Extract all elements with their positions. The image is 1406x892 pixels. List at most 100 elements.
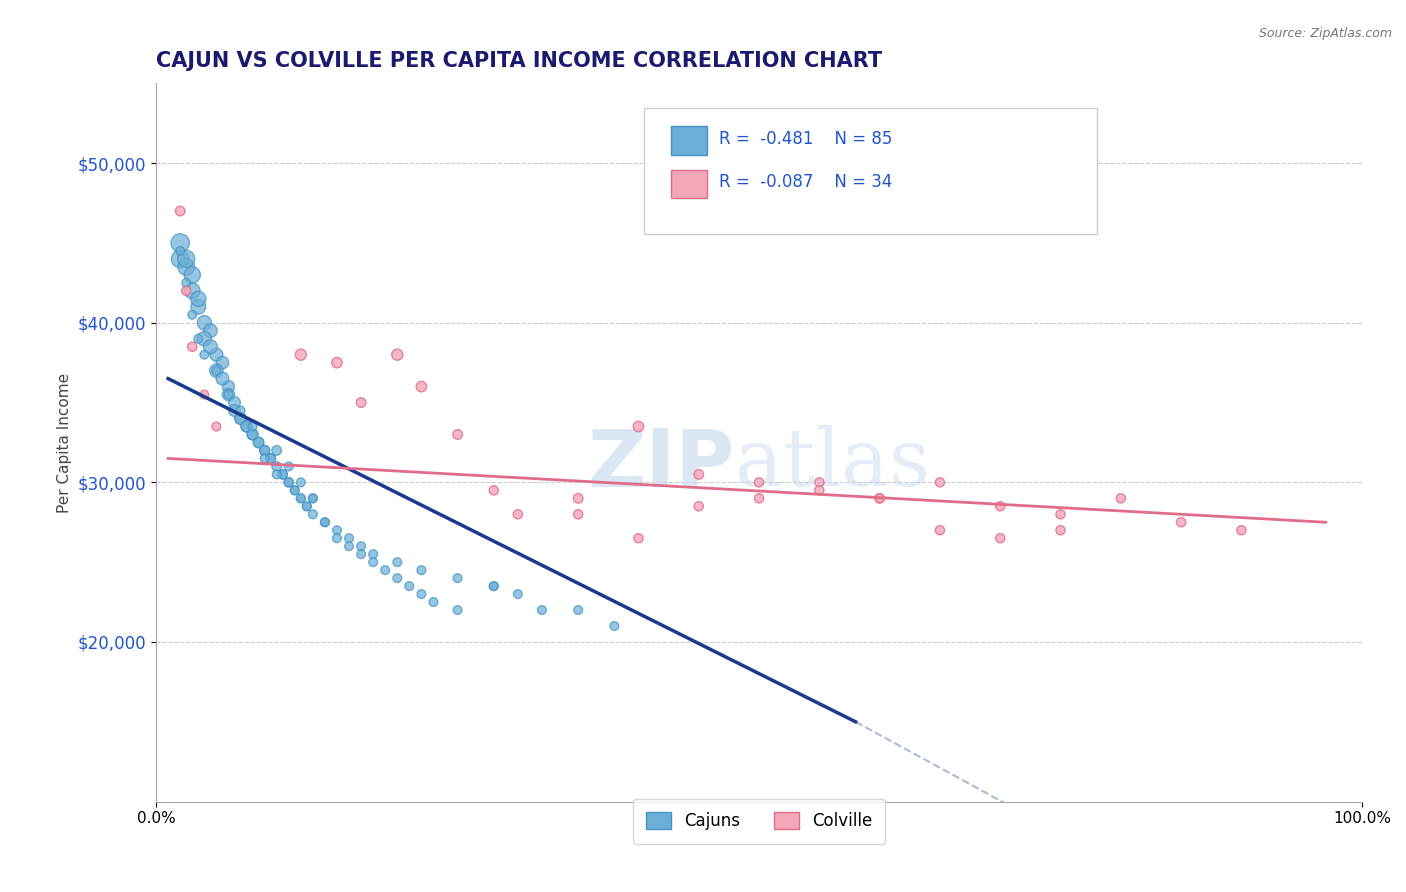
Point — [193, 316, 215, 330]
Point — [205, 348, 228, 362]
Point — [229, 411, 252, 425]
Point — [193, 332, 215, 346]
Point — [247, 435, 270, 450]
Point — [808, 483, 831, 498]
Point — [337, 539, 360, 553]
Point — [387, 348, 409, 362]
FancyBboxPatch shape — [644, 109, 1097, 235]
Text: R =  -0.087    N = 34: R = -0.087 N = 34 — [720, 173, 893, 191]
Point — [284, 483, 307, 498]
Point — [988, 531, 1011, 545]
Point — [181, 268, 204, 282]
Point — [290, 348, 312, 362]
Point — [1170, 515, 1192, 529]
Point — [387, 555, 409, 569]
Point — [506, 508, 529, 522]
Point — [174, 276, 197, 290]
Point — [242, 427, 264, 442]
Point — [271, 467, 294, 482]
Point — [200, 340, 222, 354]
Point — [988, 500, 1011, 514]
Point — [411, 379, 433, 393]
Text: ZIP: ZIP — [588, 425, 735, 503]
Point — [253, 451, 276, 466]
Point — [277, 459, 299, 474]
Point — [229, 411, 252, 425]
Point — [748, 491, 770, 506]
Point — [169, 252, 191, 266]
Point — [1049, 523, 1071, 537]
Point — [627, 531, 650, 545]
Point — [266, 443, 288, 458]
Point — [174, 252, 197, 266]
Point — [205, 419, 228, 434]
Point — [271, 467, 294, 482]
Point — [1230, 523, 1253, 537]
Point — [446, 603, 468, 617]
Point — [205, 364, 228, 378]
Point — [627, 419, 650, 434]
Point — [181, 308, 204, 322]
Point — [295, 500, 318, 514]
Point — [314, 515, 336, 529]
Point — [350, 539, 373, 553]
Point — [193, 348, 215, 362]
Point — [295, 500, 318, 514]
Text: R =  -0.481    N = 85: R = -0.481 N = 85 — [720, 129, 893, 148]
Point — [748, 475, 770, 490]
Point — [217, 387, 239, 401]
Point — [374, 563, 396, 577]
Point — [253, 443, 276, 458]
Point — [302, 491, 325, 506]
Point — [326, 523, 349, 537]
Text: atlas: atlas — [735, 425, 929, 503]
Point — [411, 587, 433, 601]
Point — [259, 451, 281, 466]
Point — [688, 500, 710, 514]
Point — [174, 260, 197, 274]
Point — [235, 419, 257, 434]
Point — [326, 531, 349, 545]
Point — [869, 491, 891, 506]
Text: Source: ZipAtlas.com: Source: ZipAtlas.com — [1258, 27, 1392, 40]
Point — [290, 491, 312, 506]
Point — [302, 508, 325, 522]
Point — [422, 595, 444, 609]
Point — [169, 235, 191, 250]
Point — [350, 547, 373, 561]
Point — [290, 491, 312, 506]
Point — [217, 379, 239, 393]
FancyBboxPatch shape — [671, 169, 707, 198]
Point — [337, 531, 360, 545]
Point — [314, 515, 336, 529]
Point — [169, 204, 191, 219]
Point — [211, 356, 233, 370]
Point — [446, 427, 468, 442]
Point — [290, 475, 312, 490]
Point — [187, 292, 209, 306]
Point — [259, 451, 281, 466]
Point — [187, 300, 209, 314]
FancyBboxPatch shape — [671, 127, 707, 155]
Point — [326, 356, 349, 370]
Point — [277, 475, 299, 490]
Legend: Cajuns, Colville: Cajuns, Colville — [633, 798, 886, 844]
Point — [603, 619, 626, 633]
Point — [253, 443, 276, 458]
Point — [247, 435, 270, 450]
Point — [174, 284, 197, 298]
Point — [181, 340, 204, 354]
Point — [193, 387, 215, 401]
Point — [242, 419, 264, 434]
Point — [1109, 491, 1132, 506]
Point — [808, 475, 831, 490]
Point — [187, 332, 209, 346]
Text: CAJUN VS COLVILLE PER CAPITA INCOME CORRELATION CHART: CAJUN VS COLVILLE PER CAPITA INCOME CORR… — [156, 51, 882, 70]
Point — [266, 467, 288, 482]
Point — [361, 547, 384, 561]
Y-axis label: Per Capita Income: Per Capita Income — [58, 372, 72, 513]
Point — [211, 371, 233, 385]
Point — [387, 571, 409, 585]
Point — [929, 475, 952, 490]
Point — [350, 395, 373, 409]
